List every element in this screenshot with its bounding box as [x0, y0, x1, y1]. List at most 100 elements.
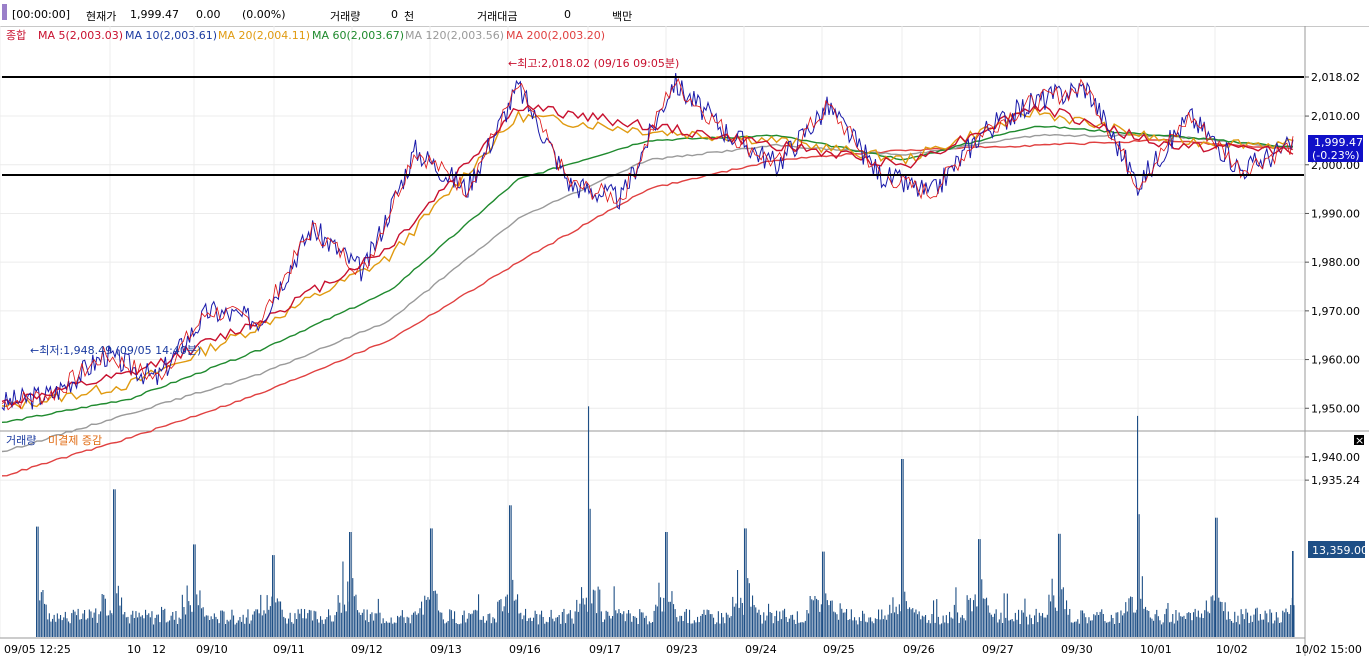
volume-bar [318, 622, 320, 637]
volume-bar [50, 621, 52, 637]
volume-bar [353, 596, 355, 637]
volume-bar [741, 603, 743, 637]
volume-bar [489, 613, 491, 637]
volume-bar [349, 532, 351, 637]
volume-bar [433, 591, 435, 637]
price-tick-label: 2,018.02 [1311, 71, 1360, 84]
volume-bar [1019, 624, 1021, 637]
volume-bar [1134, 612, 1136, 637]
volume-bar [515, 599, 517, 637]
volume-bar [117, 585, 119, 637]
volume-bar [1226, 619, 1228, 637]
volume-bar [324, 619, 326, 637]
volume-bar [417, 613, 419, 637]
volume-bar [215, 616, 217, 637]
volume-bar [660, 597, 662, 637]
volume-bar [895, 606, 897, 637]
volume-bar [623, 611, 625, 637]
volume-bar [471, 613, 473, 637]
volume-bar [315, 611, 317, 637]
volume-bar [772, 623, 774, 637]
volume-bar [1288, 613, 1290, 637]
volume-bar [130, 614, 132, 637]
volume-bar [76, 615, 78, 637]
time-tick-label: 09/23 [666, 643, 698, 656]
volume-bar [135, 611, 137, 637]
time-tick-label: 09/13 [430, 643, 462, 656]
volume-bar [684, 611, 686, 637]
volume-bar [1016, 619, 1018, 637]
volume-bar [209, 620, 211, 637]
volume-bar [941, 623, 943, 637]
volume-bar [1264, 610, 1266, 637]
volume-bar [164, 608, 166, 637]
volume-bar [947, 623, 949, 637]
volume-bar [552, 618, 554, 637]
volume-bar [842, 612, 844, 637]
price-axis: 2,018.02 2,010.00 2,000.00 1,990.00 1,980.00… [1305, 71, 1360, 487]
volume-bar [444, 623, 446, 637]
volume-bar [228, 621, 230, 637]
volume-bar [141, 615, 143, 637]
volume-bar [816, 598, 818, 637]
volume-bar [661, 611, 663, 637]
volume-bar [181, 594, 183, 637]
volume-bar [852, 620, 854, 637]
volume-bar [629, 613, 631, 637]
volume-bar [114, 489, 116, 637]
volume-bar [1048, 594, 1050, 637]
volume-bar [695, 622, 697, 637]
volume-bar [1231, 621, 1233, 637]
volume-bar [719, 623, 721, 637]
volume-bar [382, 618, 384, 637]
volume-bar [868, 617, 870, 637]
volume-bars [36, 406, 1295, 637]
volume-bar [1074, 621, 1076, 637]
volume-bar [358, 612, 360, 637]
volume-bar [463, 610, 465, 637]
volume-bar [408, 617, 410, 637]
volume-bar [320, 616, 322, 637]
volume-bar [250, 620, 252, 637]
volume-bar [889, 604, 891, 637]
volume-bar [1143, 608, 1145, 637]
volume-bar [1146, 610, 1148, 637]
volume-bar [218, 623, 220, 637]
volume-bar [339, 602, 341, 637]
volume-bar [673, 604, 675, 637]
volume-bar [55, 621, 57, 637]
volume-bar [838, 619, 840, 637]
volume-bar [584, 604, 586, 637]
volume-bar [898, 604, 900, 637]
close-pane-button[interactable] [1354, 435, 1364, 445]
volume-bar [909, 607, 911, 637]
volume-bar [140, 616, 142, 637]
volume-bar [138, 612, 140, 637]
volume-bar [470, 614, 472, 637]
volume-bar [225, 624, 227, 637]
volume-bar [376, 613, 378, 637]
volume-bar [42, 590, 44, 637]
volume-bar [758, 609, 760, 637]
volume-bar [612, 616, 614, 637]
volume-bar [371, 612, 373, 637]
volume-bar [784, 608, 786, 637]
volume-bar [571, 618, 573, 637]
volume-bar [438, 610, 440, 637]
volume-bar [907, 608, 909, 637]
volume-bar [106, 615, 108, 637]
price-volume-chart[interactable]: 종합 MA 5(2,003.03) MA 10(2,003.61) MA 20(… [0, 26, 1369, 656]
volume-bar [711, 614, 713, 637]
volume-bar [401, 610, 403, 637]
volume-bar [321, 619, 323, 637]
volume-bar [901, 459, 903, 637]
volume-bar [992, 616, 994, 637]
ma60-line [1, 125, 1294, 423]
volume-bar [434, 590, 436, 637]
volume-bar [788, 618, 790, 637]
volume-bar [523, 615, 525, 637]
volume-bar [566, 614, 568, 637]
volume-bar [80, 619, 82, 637]
volume-bar [484, 622, 486, 637]
close-icon[interactable]: × [1355, 434, 1364, 447]
